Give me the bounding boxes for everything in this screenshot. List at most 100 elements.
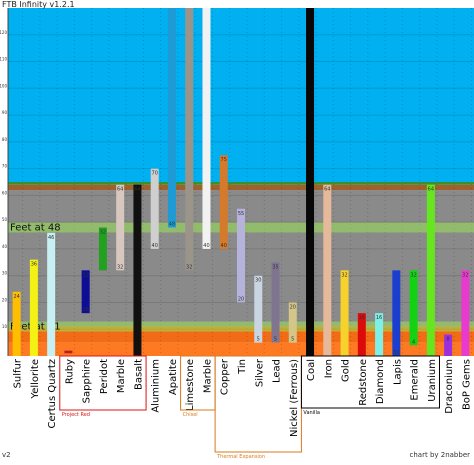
bar-tin	[237, 208, 245, 303]
bar-top-label: 32	[341, 272, 347, 278]
chart-version: v2	[2, 451, 11, 459]
bar-top-label: 36	[31, 262, 37, 268]
y-tick-label: 50	[2, 217, 8, 222]
column-label: Ruby	[64, 359, 75, 384]
bar-bop-gems	[461, 270, 470, 356]
column-label: Peridot	[99, 359, 110, 394]
bar-bottom-label: 4	[412, 339, 415, 345]
bar-lead	[271, 262, 280, 343]
bar-copper	[219, 155, 228, 249]
column-label: Nickel (Ferrous)	[289, 359, 300, 437]
bar-aluminium	[150, 168, 159, 249]
y-tick-label: 70	[2, 164, 8, 169]
group-label: Project Red	[62, 412, 90, 418]
bar-diamond	[375, 313, 384, 356]
bar-bottom-label: 5	[257, 337, 260, 343]
column-label: Iron	[323, 359, 334, 378]
bar-top-label: 8	[447, 337, 450, 343]
column-label: Copper	[220, 358, 231, 395]
bar-bottom-label: 40	[221, 243, 227, 249]
bar-top-label: 24	[13, 294, 19, 300]
bar-bottom-label: 32	[186, 264, 192, 270]
column-label: Redstone	[358, 359, 369, 406]
column-label: Apatite	[168, 359, 179, 395]
bar-gold	[340, 270, 349, 356]
column-label: Gold	[341, 359, 352, 382]
y-tick-label: 10	[2, 324, 8, 329]
group-bracket	[59, 355, 147, 411]
bar-top-label: 20	[290, 304, 296, 310]
bar-bottom-label: 32	[393, 350, 399, 356]
bar-top-label: 16	[376, 315, 382, 321]
chart-credit: chart by 2nabber	[409, 451, 470, 459]
bar-bottom-label: 32	[117, 264, 123, 270]
bar-top-label: 64	[134, 187, 140, 193]
column-label: Tin	[237, 359, 248, 375]
column-label: Sulfur	[13, 358, 24, 388]
bar-top-label: 32	[410, 272, 416, 278]
column-label: Basalt	[133, 359, 144, 390]
y-tick-label: 60	[2, 190, 8, 195]
bar-ruby	[64, 350, 73, 354]
bar-silver	[254, 275, 263, 343]
column-label: Certus Quartz	[47, 359, 58, 429]
bar-certus-quartz	[47, 232, 56, 356]
layer-bedrock	[8, 342, 474, 356]
bar-lapis	[392, 270, 401, 356]
y-tick-label: 20	[2, 297, 8, 302]
y-tick-label: 90	[2, 110, 8, 115]
bar-top-label: 16	[359, 315, 365, 321]
bar-top-label: 64	[117, 187, 123, 193]
bar-top-label: 32	[82, 272, 88, 278]
bar-basalt	[133, 184, 142, 356]
column-label: Aluminium	[151, 359, 162, 413]
bar-sapphire	[81, 270, 90, 314]
bar-bottom-label: 40	[152, 243, 158, 249]
column-label: Draconium	[444, 359, 455, 414]
column-label: Marble	[116, 359, 127, 393]
bar-bottom-label: 5	[274, 337, 277, 343]
bar-top-label: 55	[238, 211, 244, 217]
reference-band	[8, 321, 474, 332]
bar-yellorite	[29, 259, 38, 356]
bar-sulfur	[12, 291, 21, 356]
bar-nickel-ferrous-	[288, 302, 297, 343]
column-label: Silver	[254, 358, 265, 387]
bar-uranium	[426, 184, 435, 356]
bar-top-label: 30	[255, 278, 261, 284]
bar-bottom-label: 20	[238, 296, 244, 302]
y-tick-label: 30	[2, 271, 8, 276]
group-bracket	[300, 355, 440, 409]
column-label: Diamond	[375, 359, 386, 404]
y-tick-label: 100	[0, 83, 7, 88]
bar-bottom-label: 16	[82, 307, 88, 313]
bar-top-label: 64	[428, 187, 434, 193]
column-label: BoP Gems	[461, 359, 472, 410]
bar-top-label: 46	[48, 235, 54, 241]
bar-top-label: 64	[324, 187, 330, 193]
bar-coal	[306, 8, 315, 356]
y-tick-label: 80	[2, 137, 8, 142]
group-label: Vanilla	[303, 410, 320, 416]
column-label: Lead	[272, 359, 283, 383]
bar-limestone	[185, 8, 194, 271]
column-label: Coal	[306, 359, 317, 381]
column-label: Marble	[202, 359, 213, 393]
bar-emerald	[409, 270, 418, 346]
chart-title: FTB Infinity v1.2.1	[2, 0, 75, 9]
bar-iron	[323, 184, 332, 356]
column-label: Yellorite	[30, 359, 41, 400]
group-label: Chisel	[183, 412, 198, 418]
bar-top-label: 32	[462, 272, 468, 278]
reference-label: Feet at 48	[10, 223, 61, 234]
layer-grass	[8, 182, 474, 185]
bar-peridot	[98, 227, 107, 271]
bar-top-label: 35	[272, 264, 278, 270]
layer-sky	[8, 8, 474, 182]
bar-top-label: 70	[152, 171, 158, 177]
y-tick-label: 110	[0, 57, 7, 62]
y-tick-label: 120	[0, 30, 7, 35]
column-label: Lapis	[392, 359, 403, 385]
